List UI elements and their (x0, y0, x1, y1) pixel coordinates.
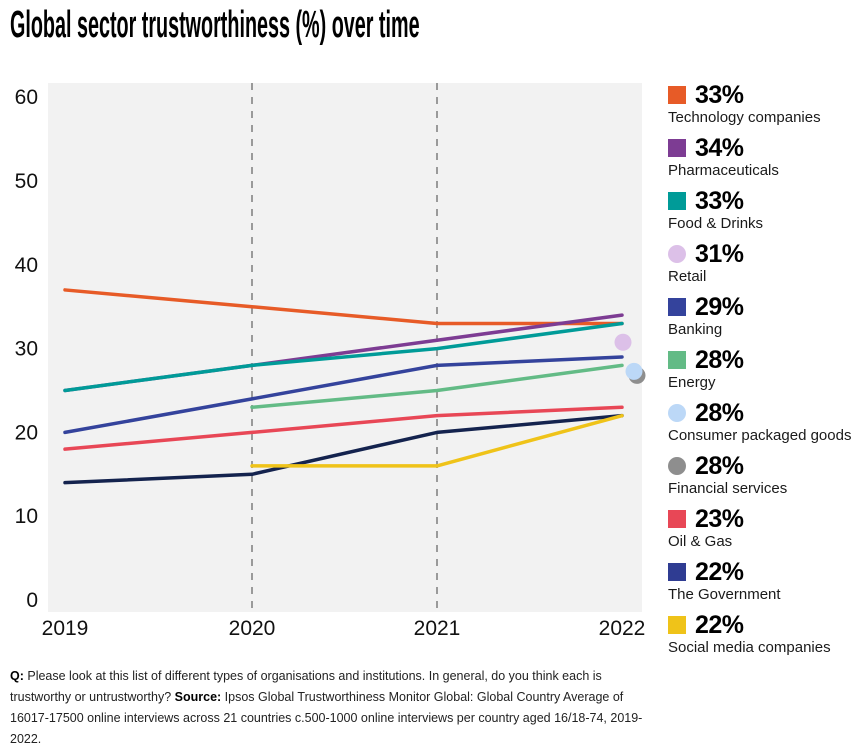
footnote-q-label: Q: (10, 669, 24, 683)
legend-label-oil-gas: Oil & Gas (668, 533, 733, 550)
legend-swatch-retail (668, 245, 686, 263)
legend-item-consumer-packaged-goods: 28% Consumer packaged goods (668, 398, 863, 445)
legend-label-energy: Energy (668, 374, 716, 391)
line-energy (250, 363, 624, 410)
legend-label-social-media: Social media companies (668, 639, 831, 656)
legend-value-oil-gas: 23% (695, 504, 744, 533)
legend-row-financial-services: 28% (668, 451, 863, 480)
line-oil-gas (63, 405, 624, 451)
legend-swatch-food-drinks (668, 192, 686, 210)
legend-label-pharmaceuticals: Pharmaceuticals (668, 162, 779, 179)
line-technology (63, 288, 624, 326)
legend-label-banking: Banking (668, 321, 723, 338)
legend-item-technology: 33% Technology companies (668, 80, 863, 127)
x-tick-2021: 2021 (414, 617, 461, 640)
legend-row-oil-gas: 23% (668, 504, 863, 533)
legend-value-banking: 29% (695, 292, 744, 321)
legend-row-banking: 29% (668, 292, 863, 321)
legend-swatch-energy (668, 351, 686, 369)
legend-item-retail: 31% Retail (668, 239, 863, 286)
legend-item-oil-gas: 23% Oil & Gas (668, 504, 863, 551)
line-government (63, 413, 624, 485)
y-tick-20: 20 (15, 421, 38, 444)
legend-label-technology: Technology companies (668, 109, 821, 126)
trend-chart: 0 10 20 30 40 50 60 2019 2020 2021 2022 (10, 75, 660, 653)
footnote-source-label: Source: (174, 690, 222, 704)
legend-swatch-banking (668, 298, 686, 316)
legend-swatch-government (668, 563, 686, 581)
legend-row-technology: 33% (668, 80, 863, 109)
legend-label-food-drinks: Food & Drinks (668, 215, 764, 232)
y-tick-50: 50 (15, 170, 38, 193)
legend-swatch-technology (668, 86, 686, 104)
legend-label-consumer-packaged-goods: Consumer packaged goods (668, 427, 852, 444)
legend-value-government: 22% (695, 557, 744, 586)
legend-value-social-media: 22% (695, 610, 744, 639)
page-title: Global sector trustworthiness (%) over t… (10, 4, 420, 46)
legend-item-government: 22% The Government (668, 557, 863, 604)
trend-chart-svg: 0 10 20 30 40 50 60 2019 2020 2021 2022 (15, 83, 646, 640)
legend-row-retail: 31% (668, 239, 863, 268)
legend-row-social-media: 22% (668, 610, 863, 639)
legend-row-government: 22% (668, 557, 863, 586)
legend-item-pharmaceuticals: 34% Pharmaceuticals (668, 133, 863, 180)
legend-row-energy: 28% (668, 345, 863, 374)
y-tick-0: 0 (26, 589, 38, 612)
legend-value-food-drinks: 33% (695, 186, 744, 215)
footnote-q-text: Please look at this list of different ty… (10, 669, 602, 704)
legend-item-financial-services: 28% Financial services (668, 451, 863, 498)
legend-label-government: The Government (668, 586, 781, 603)
y-tick-30: 30 (15, 338, 38, 361)
legend-swatch-financial-services (668, 457, 686, 475)
y-tick-10: 10 (15, 505, 38, 528)
legend-item-social-media: 22% Social media companies (668, 610, 863, 657)
legend-row-consumer-packaged-goods: 28% (668, 398, 863, 427)
line-banking (63, 355, 624, 435)
legend-item-energy: 28% Energy (668, 345, 863, 392)
legend-item-banking: 29% Banking (668, 292, 863, 339)
chart-legend: 33% Technology companies 34% Pharmaceutical… (668, 80, 863, 665)
legend-label-financial-services: Financial services (668, 480, 788, 497)
legend-swatch-consumer-packaged-goods (668, 404, 686, 422)
legend-swatch-social-media (668, 616, 686, 634)
plot-area (48, 83, 642, 612)
dot-consumer-packaged-goods (625, 362, 643, 380)
footnote-source-text: Ipsos Global Trustworthiness Monitor Glo… (10, 690, 643, 746)
y-tick-40: 40 (15, 254, 38, 277)
legend-value-technology: 33% (695, 80, 744, 109)
footnote: Q: Please look at this list of different… (10, 666, 655, 750)
x-tick-2019: 2019 (42, 617, 89, 640)
line-social-media (250, 413, 624, 468)
line-food-drinks (63, 321, 624, 393)
legend-value-consumer-packaged-goods: 28% (695, 398, 744, 427)
legend-value-financial-services: 28% (695, 451, 744, 480)
dot-retail (614, 333, 632, 351)
legend-value-retail: 31% (695, 239, 744, 268)
legend-value-pharmaceuticals: 34% (695, 133, 744, 162)
y-tick-60: 60 (15, 86, 38, 109)
legend-row-pharmaceuticals: 34% (668, 133, 863, 162)
legend-row-food-drinks: 33% (668, 186, 863, 215)
legend-value-energy: 28% (695, 345, 744, 374)
legend-swatch-oil-gas (668, 510, 686, 528)
legend-item-food-drinks: 33% Food & Drinks (668, 186, 863, 233)
x-tick-2020: 2020 (229, 617, 276, 640)
x-tick-2022: 2022 (599, 617, 646, 640)
legend-label-retail: Retail (668, 268, 707, 285)
legend-swatch-pharmaceuticals (668, 139, 686, 157)
